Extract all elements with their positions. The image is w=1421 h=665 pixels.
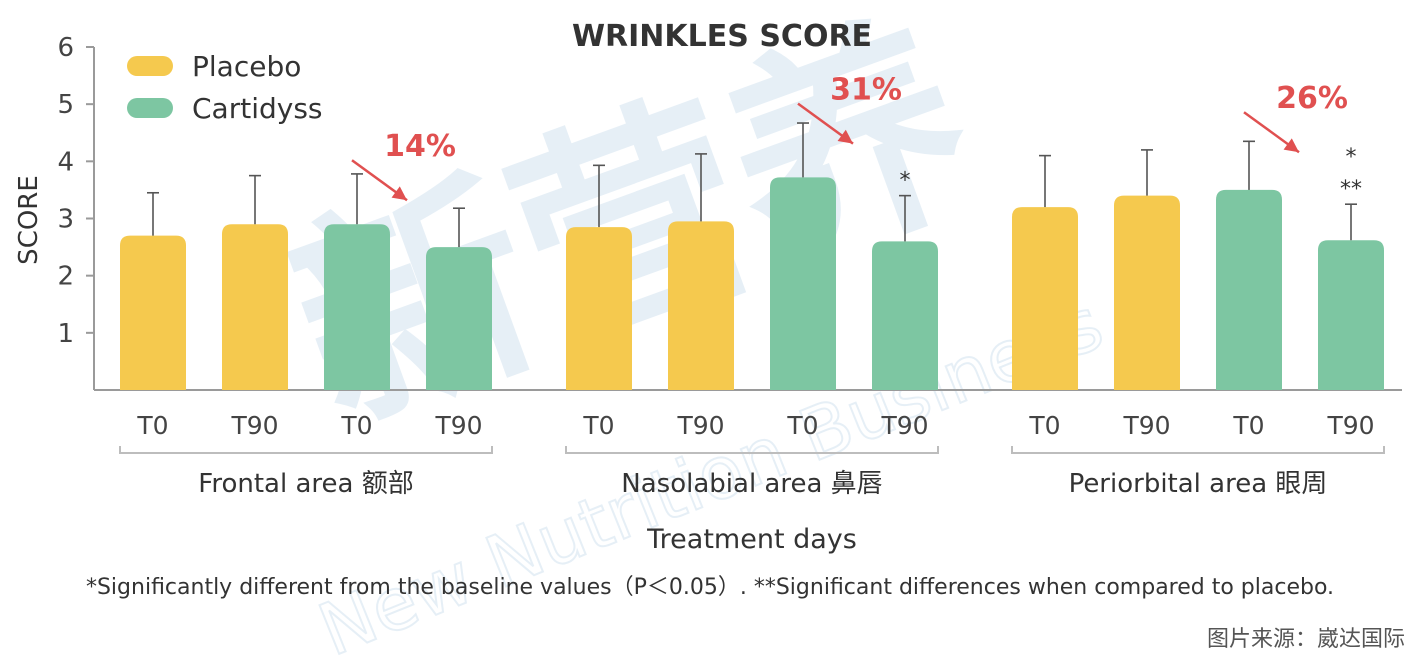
legend-label: Cartidyss [192, 92, 323, 125]
x-axis-label: Treatment days [646, 524, 857, 555]
y-axis-label: SCORE [14, 175, 44, 265]
x-tick-label: T0 [340, 411, 372, 440]
x-tick-label: T0 [1028, 411, 1060, 440]
group-label: Nasolabial area 鼻唇 [621, 469, 882, 499]
group-bracket [119, 446, 493, 454]
x-tick-label: T90 [676, 411, 724, 440]
bar-cartidyss-t0 [1216, 189, 1282, 390]
x-tick-label: T90 [880, 411, 928, 440]
reduction-annotations: 14% 31% 26% [351, 73, 1348, 202]
footnote: *Significantly different from the baseli… [86, 575, 1334, 600]
bar-placebo-t0 [120, 235, 186, 390]
image-credit: 图片来源：崴达国际 [1207, 627, 1405, 652]
reduction-percent: 14% [384, 129, 456, 164]
bar-cartidyss-t90 [872, 241, 938, 390]
bar-placebo-t90 [1114, 195, 1180, 390]
x-tick-label: T0 [786, 411, 818, 440]
bar-placebo-t90 [668, 221, 734, 390]
y-tick-label: 6 [57, 33, 74, 63]
group-label: Periorbital area 眼周 [1069, 469, 1328, 499]
y-tick-label: 5 [57, 90, 74, 120]
bar-cartidyss-t0 [324, 224, 390, 390]
x-tick-label: T90 [230, 411, 278, 440]
x-tick-label: T90 [1326, 411, 1374, 440]
chart-title: WRINKLES SCORE [572, 19, 872, 54]
bar-placebo-t0 [1012, 207, 1078, 390]
x-tick-label: T0 [136, 411, 168, 440]
y-tick-label: 2 [57, 262, 74, 292]
significance-marker: ** [1340, 177, 1362, 202]
legend: Placebo Cartidyss [127, 50, 323, 125]
group-labels: Frontal area 额部 Nasolabial area 鼻唇 Periorb… [119, 446, 1385, 499]
significance-marker: * [900, 169, 911, 194]
reduction-percent: 26% [1276, 81, 1348, 116]
legend-label: Placebo [192, 50, 301, 83]
reduction-percent: 31% [830, 73, 902, 108]
legend-swatch-cartidyss [127, 98, 173, 118]
reduction-arrow-head [837, 129, 853, 144]
bar-cartidyss-t90 [1318, 240, 1384, 390]
y-ticks: 1 2 3 4 5 6 [57, 33, 94, 349]
y-tick-label: 3 [57, 205, 74, 235]
bar-cartidyss-t90 [426, 247, 492, 390]
legend-swatch-placebo [127, 56, 173, 76]
y-tick-label: 4 [57, 147, 74, 177]
bars: * *** [120, 122, 1384, 390]
x-tick-label: T90 [434, 411, 482, 440]
x-tick-label: T0 [1232, 411, 1264, 440]
group-bracket [565, 446, 939, 454]
reduction-arrow-head [1283, 138, 1299, 153]
significance-marker: * [1346, 145, 1357, 170]
group-bracket [1011, 446, 1385, 454]
reduction-arrow-head [391, 186, 407, 201]
group-label: Frontal area 额部 [198, 469, 413, 499]
bar-cartidyss-t0 [770, 177, 836, 390]
x-tick-label: T90 [1122, 411, 1170, 440]
bar-placebo-t0 [566, 227, 632, 390]
x-tick-label: T0 [582, 411, 614, 440]
x-ticks: T0 T90 T0 T90 T0 T90 T0 T90 T0 T90 T0 T90 [136, 411, 1374, 440]
y-tick-label: 1 [57, 319, 74, 349]
bar-placebo-t90 [222, 224, 288, 390]
